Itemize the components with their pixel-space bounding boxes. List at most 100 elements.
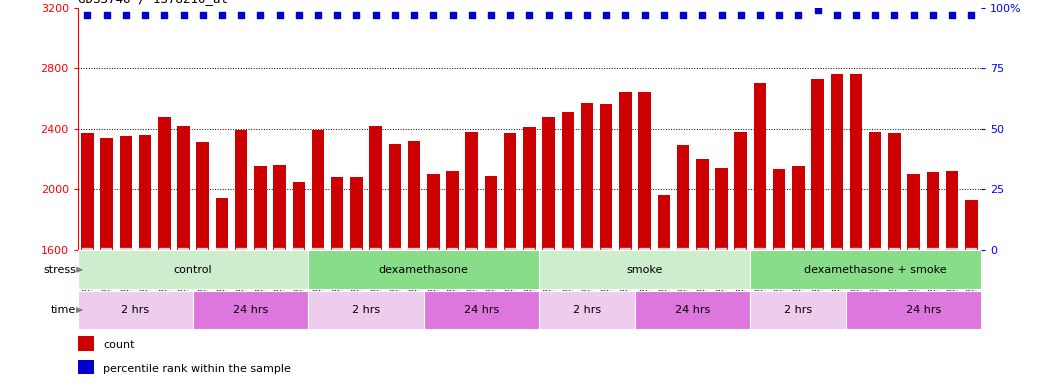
Text: GSM389552: GSM389552 [832,250,842,296]
Text: 2 hrs: 2 hrs [121,305,149,315]
Point [598,12,614,18]
Text: GSM389542: GSM389542 [871,250,880,296]
Text: time: time [51,305,76,315]
Bar [408,141,420,384]
Text: GSM389564: GSM389564 [390,250,400,296]
Text: GSM389541: GSM389541 [179,250,188,296]
Point [444,12,461,18]
Point [618,12,634,18]
Text: 24 hrs: 24 hrs [464,305,499,315]
Bar [503,133,517,384]
Point [483,12,499,18]
Point [828,12,845,18]
Point [656,12,673,18]
Point [99,12,115,18]
Text: GSM389572: GSM389572 [564,250,572,296]
Text: GSM389530: GSM389530 [198,250,208,296]
Point [309,12,326,18]
Text: GSM389531: GSM389531 [217,250,226,296]
Text: GSM389565: GSM389565 [410,250,418,296]
Bar [158,117,170,384]
Text: GSM389544: GSM389544 [909,250,919,296]
Bar [216,198,228,384]
Bar [465,132,477,384]
Text: GSM389538: GSM389538 [121,250,131,296]
Bar [696,159,709,384]
Bar [750,250,1001,289]
Text: dexamethasone: dexamethasone [379,265,468,275]
Text: GSM389575: GSM389575 [621,250,630,296]
Bar [562,112,574,384]
Text: GSM389532: GSM389532 [237,250,246,296]
Bar [177,126,190,384]
Text: GSM389567: GSM389567 [679,250,687,296]
Point [541,12,557,18]
Text: GSM389573: GSM389573 [582,250,592,296]
Point [214,12,230,18]
Text: GSM389563: GSM389563 [372,250,380,296]
Bar [193,291,308,329]
Text: smoke: smoke [627,265,663,275]
Bar [754,83,766,384]
Bar [308,250,539,289]
Point [386,12,403,18]
Bar [735,132,747,384]
Bar [907,174,920,384]
Bar [635,291,750,329]
Bar [446,171,459,384]
Bar [638,93,651,384]
Bar [81,133,93,384]
Bar [539,291,635,329]
Bar [485,175,497,384]
Text: control: control [173,265,213,275]
Bar [773,169,786,384]
Point [406,12,422,18]
Text: GSM389543: GSM389543 [890,250,899,296]
Text: GSM389556: GSM389556 [467,250,476,296]
Text: 24 hrs: 24 hrs [234,305,269,315]
Bar [889,133,901,384]
Text: GSM389571: GSM389571 [544,250,553,296]
Bar [869,132,881,384]
Bar [293,182,305,384]
Bar [78,360,94,374]
Point [252,12,269,18]
Bar [523,127,536,384]
Point [156,12,172,18]
Point [867,12,883,18]
Text: GSM389545: GSM389545 [928,250,937,296]
Bar [196,142,209,384]
Point [886,12,903,18]
Text: GSM389534: GSM389534 [275,250,284,296]
Text: 24 hrs: 24 hrs [905,305,940,315]
Point [329,12,346,18]
Text: GSM389576: GSM389576 [640,250,649,296]
Point [425,12,441,18]
Point [291,12,307,18]
Bar [750,291,846,329]
Text: GSM389551: GSM389551 [813,250,822,296]
Bar [388,144,401,384]
Text: GSM389535: GSM389535 [295,250,303,296]
Point [463,12,480,18]
Text: GSM389569: GSM389569 [717,250,726,296]
Point [367,12,384,18]
Point [271,12,288,18]
Point [194,12,211,18]
Bar [542,117,555,384]
Text: GSM389566: GSM389566 [659,250,668,296]
Point [694,12,711,18]
Point [925,12,941,18]
Point [810,7,826,13]
Bar [792,166,804,384]
Text: GSM389539: GSM389539 [140,250,149,296]
Text: GSM389540: GSM389540 [160,250,169,296]
Point [559,12,576,18]
Bar [78,250,308,289]
Point [175,12,192,18]
Point [233,12,249,18]
Point [137,12,154,18]
Bar [812,79,824,384]
Text: GSM389553: GSM389553 [851,250,861,296]
Bar [677,145,689,384]
